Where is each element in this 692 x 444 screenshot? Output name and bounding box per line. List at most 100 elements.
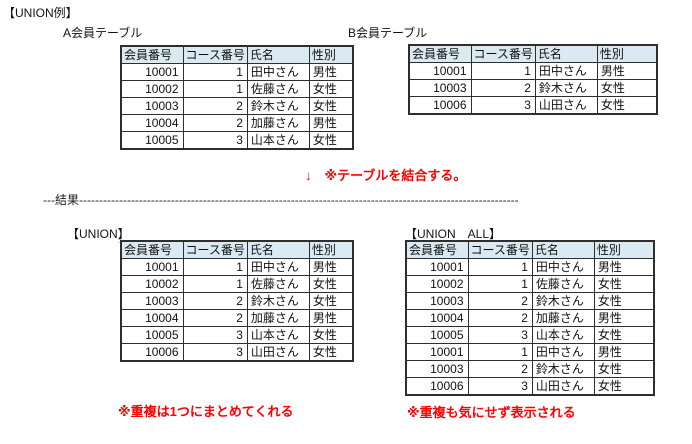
column-header: 氏名 [246, 240, 310, 259]
table-row: 10004 2 加藤さん 男性 [405, 309, 655, 327]
table-cell: 3 [470, 96, 536, 115]
table-row: 10001 1 田中さん 男性 [405, 343, 655, 361]
table-a: 会員番号 コース番号 氏名 性別 10001 1 田中さん 男性 10002 1 佐藤さん 女性 100… [120, 45, 355, 150]
table-row: 10006 3 山田さん 女性 [120, 343, 354, 362]
table-row: 10005 3 山本さん 女性 [120, 131, 354, 150]
table-cell: 10005 [120, 326, 184, 344]
column-header: 性別 [593, 240, 655, 259]
table-cell: 3 [182, 131, 248, 150]
result-divider: ---結果-----------------------------------… [43, 193, 519, 206]
union-note: ※重複は1つにまとめてくれる [118, 404, 294, 419]
table-cell: 田中さん [246, 63, 310, 81]
page-title: 【UNION例】 [3, 6, 78, 20]
table-row: 10003 2 鈴木さん 女性 [405, 360, 655, 378]
table-row: 10001 1 田中さん 男性 [405, 258, 655, 276]
table-a-label: A会員テーブル [63, 26, 143, 40]
table-row: 10004 2 加藤さん 男性 [120, 114, 354, 132]
column-header: 氏名 [534, 44, 598, 63]
column-header: 会員番号 [120, 240, 184, 259]
table-cell: 鈴木さん [246, 97, 310, 115]
table-cell: 3 [467, 377, 533, 396]
table-cell: 10003 [408, 79, 472, 97]
join-annotation: ↓ ※テーブルを結合する。 [305, 168, 467, 183]
table-cell: 鈴木さん [531, 292, 595, 310]
table-cell: 1 [467, 275, 533, 293]
table-row: 10002 1 佐藤さん 女性 [120, 275, 354, 293]
table-cell: 10005 [405, 326, 469, 344]
column-header: コース番号 [467, 240, 533, 259]
column-header: コース番号 [182, 240, 248, 259]
table-cell: 男性 [593, 309, 655, 327]
table-cell: 鈴木さん [246, 292, 310, 310]
column-header: 会員番号 [408, 44, 472, 63]
table-cell: 女性 [308, 97, 354, 115]
table-cell: 10002 [120, 80, 184, 98]
table-row: 10001 1 田中さん 男性 [408, 62, 658, 80]
table-cell: 2 [182, 292, 248, 310]
table-cell: 加藤さん [531, 309, 595, 327]
union-all-note: ※重複も気にせず表示される [407, 405, 576, 420]
table-cell: 男性 [308, 309, 354, 327]
table-cell: 男性 [308, 258, 354, 276]
table-row: 10003 2 鈴木さん 女性 [120, 97, 354, 115]
table-cell: 加藤さん [246, 309, 310, 327]
table-cell: 2 [467, 292, 533, 310]
table-cell: 女性 [308, 292, 354, 310]
table-header-row: 会員番号 コース番号 氏名 性別 [408, 44, 658, 63]
column-header: 性別 [596, 44, 658, 63]
column-header: コース番号 [182, 45, 248, 64]
table-cell: 山本さん [531, 326, 595, 344]
table-row: 10002 1 佐藤さん 女性 [405, 275, 655, 293]
union-all-label: 【UNION ALL】 [405, 227, 502, 241]
column-header: 氏名 [246, 45, 310, 64]
table-cell: 10006 [408, 96, 472, 115]
table-cell: 女性 [308, 131, 354, 150]
table-cell: 1 [182, 63, 248, 81]
table-cell: 2 [470, 79, 536, 97]
table-cell: 女性 [593, 360, 655, 378]
table-cell: 10003 [120, 97, 184, 115]
table-cell: 1 [182, 258, 248, 276]
table-cell: 2 [182, 309, 248, 327]
table-cell: 10001 [405, 343, 469, 361]
table-cell: 女性 [593, 326, 655, 344]
table-b-label: B会員テーブル [348, 26, 428, 40]
table-cell: 10004 [405, 309, 469, 327]
table-cell: 女性 [308, 275, 354, 293]
table-cell: 10001 [405, 258, 469, 276]
table-row: 10002 1 佐藤さん 女性 [120, 80, 354, 98]
table-cell: 1 [182, 80, 248, 98]
table-cell: 男性 [593, 258, 655, 276]
table-cell: 佐藤さん [246, 80, 310, 98]
union-result-table: 会員番号 コース番号 氏名 性別 10001 1 田中さん 男性 10002 1 佐藤さん 女性 100… [120, 240, 355, 362]
table-cell: 2 [182, 97, 248, 115]
table-cell: 加藤さん [246, 114, 310, 132]
column-header: コース番号 [470, 44, 536, 63]
table-cell: 山本さん [246, 131, 310, 150]
column-header: 性別 [308, 240, 354, 259]
table-cell: 2 [467, 360, 533, 378]
table-row: 10003 2 鈴木さん 女性 [120, 292, 354, 310]
table-cell: 3 [182, 343, 248, 362]
table-cell: 10004 [120, 114, 184, 132]
table-header-row: 会員番号 コース番号 氏名 性別 [120, 45, 354, 64]
table-cell: 女性 [308, 326, 354, 344]
table-cell: 10002 [120, 275, 184, 293]
table-cell: 1 [467, 258, 533, 276]
table-cell: 10005 [120, 131, 184, 150]
union-all-result-table: 会員番号 コース番号 氏名 性別 10001 1 田中さん 男性 10002 1 佐藤さん 女性 100… [405, 240, 656, 396]
table-cell: 男性 [308, 63, 354, 81]
table-cell: 山田さん [534, 96, 598, 115]
table-cell: 田中さん [531, 343, 595, 361]
table-cell: 男性 [308, 114, 354, 132]
table-row: 10004 2 加藤さん 男性 [120, 309, 354, 327]
table-cell: 10001 [120, 258, 184, 276]
table-row: 10005 3 山本さん 女性 [405, 326, 655, 344]
table-cell: 鈴木さん [531, 360, 595, 378]
table-cell: 3 [182, 326, 248, 344]
table-row: 10001 1 田中さん 男性 [120, 63, 354, 81]
table-cell: 2 [467, 309, 533, 327]
union-label: 【UNION】 [67, 227, 130, 241]
table-cell: 田中さん [531, 258, 595, 276]
